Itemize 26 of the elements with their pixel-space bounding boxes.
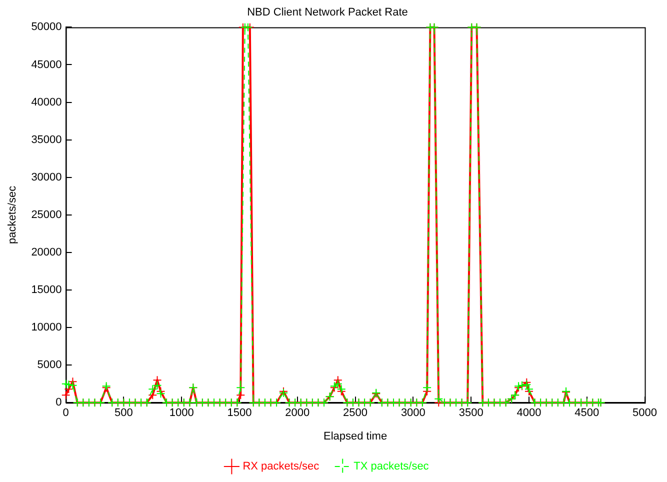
- y-axis-title: packets/sec: [6, 185, 19, 244]
- chart-title: NBD Client Network Packet Rate: [247, 6, 408, 19]
- y-tick-label: 0: [56, 396, 62, 409]
- legend-label: TX packets/sec: [354, 460, 430, 473]
- x-tick-label: 2500: [343, 407, 368, 420]
- legend-label: RX packets/sec: [242, 460, 320, 473]
- y-tick-label: 30000: [31, 171, 62, 184]
- x-tick-label: 1500: [227, 407, 252, 420]
- y-tick-label: 15000: [31, 284, 62, 296]
- y-tick-label: 25000: [31, 208, 62, 221]
- y-tick-label: 40000: [31, 96, 62, 108]
- x-tick-label: 3500: [458, 407, 484, 420]
- x-tick-label: 5000: [632, 407, 658, 420]
- x-axis-title: Elapsed time: [323, 430, 388, 442]
- x-tick-label: 500: [114, 407, 133, 420]
- y-tick-label: 5000: [37, 359, 62, 372]
- x-tick-label: 2000: [285, 407, 310, 420]
- x-tick-label: 4000: [516, 407, 542, 420]
- y-tick-label: 35000: [31, 134, 62, 146]
- y-tick-label: 20000: [31, 246, 62, 258]
- y-tick-label: 50000: [31, 21, 62, 34]
- x-tick-label: 4500: [574, 407, 600, 420]
- y-tick-label: 10000: [31, 322, 62, 334]
- x-tick-label: 3000: [400, 407, 426, 420]
- y-tick-label: 45000: [31, 58, 62, 71]
- x-tick-label: 1000: [169, 407, 194, 420]
